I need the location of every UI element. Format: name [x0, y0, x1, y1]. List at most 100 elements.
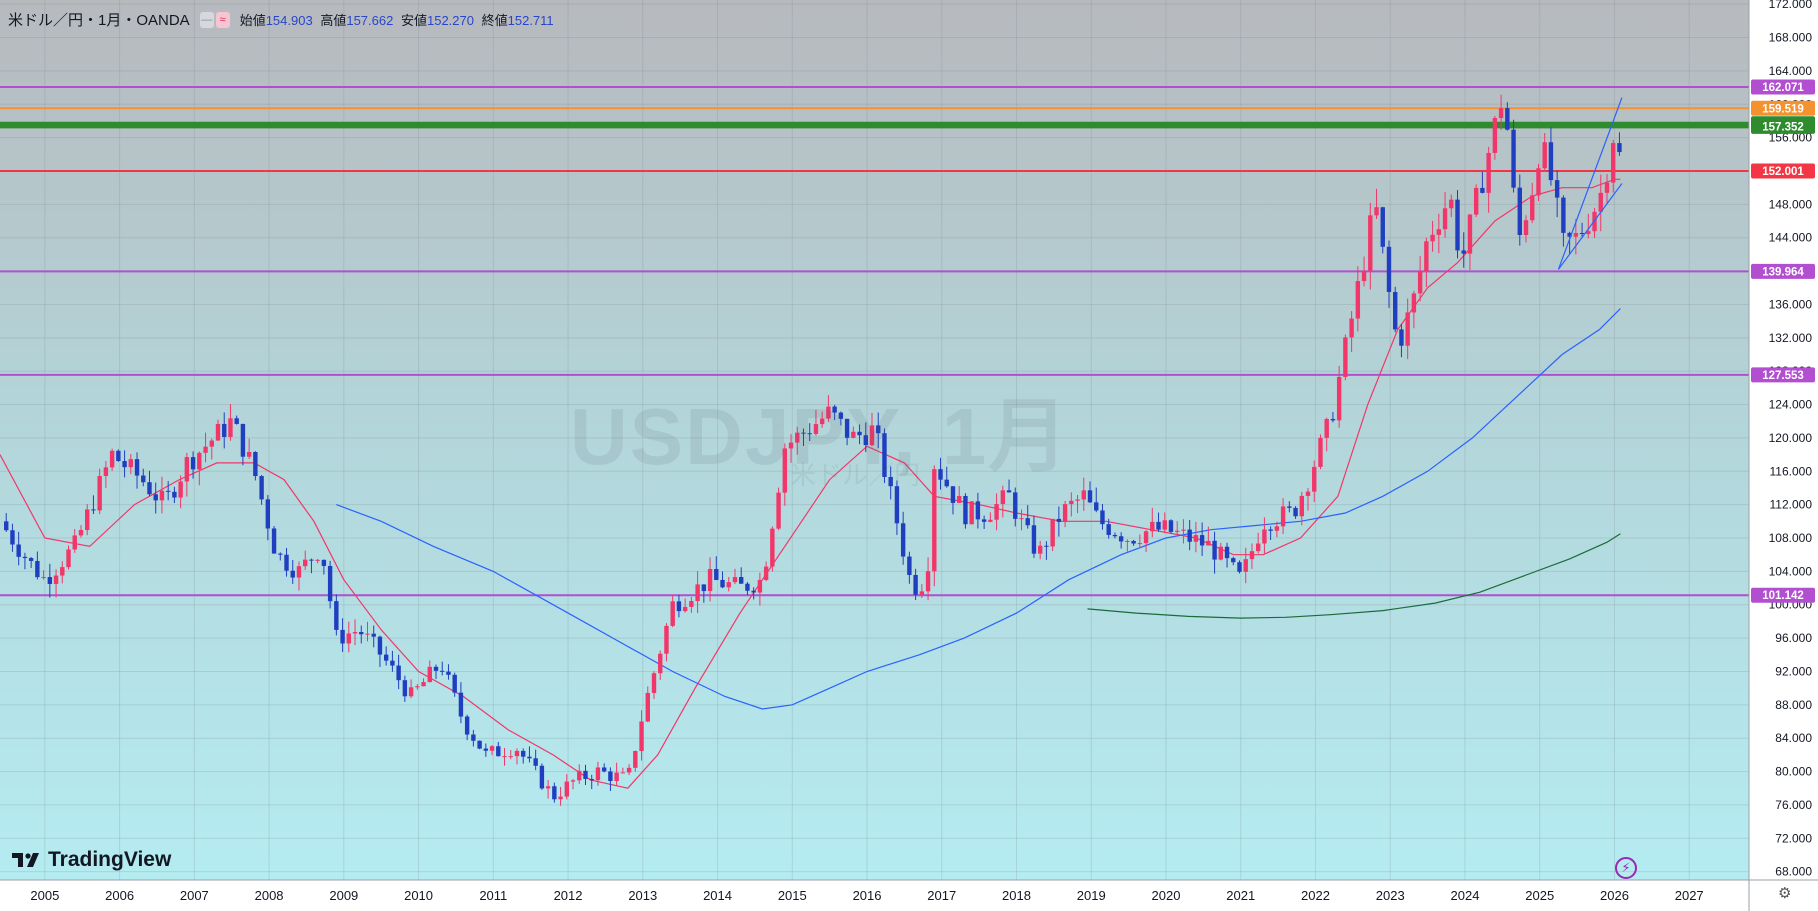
candle-body [1019, 518, 1024, 520]
level-tag-label: 157.352 [1762, 121, 1804, 133]
candle-body [583, 770, 588, 779]
candle-body [813, 424, 819, 434]
horizontal-levels[interactable] [0, 85, 1749, 597]
level-tag [1751, 367, 1815, 383]
candle-body [1343, 337, 1348, 377]
visibility-icon[interactable]: — [199, 11, 214, 28]
candle-body [402, 680, 408, 697]
candle-body [932, 469, 937, 572]
candle-body [994, 504, 999, 520]
candle-body [1168, 520, 1174, 532]
candle-body [396, 665, 401, 681]
candle-body [1087, 490, 1093, 503]
candle-body [626, 767, 632, 773]
trendline[interactable] [1557, 97, 1623, 270]
candle-body [284, 554, 289, 571]
candle-body [969, 501, 974, 525]
candle-body [1461, 250, 1466, 254]
candle-body [265, 499, 271, 529]
candle-body [757, 579, 763, 593]
candle-body [359, 631, 364, 635]
candle-body [1056, 518, 1062, 522]
candle-body [950, 486, 956, 503]
candle-body [340, 629, 345, 644]
candle-body [1156, 521, 1161, 530]
candle-body [1031, 525, 1037, 554]
candle-body [159, 490, 165, 501]
trendlines[interactable] [1557, 97, 1623, 270]
lightning-icon[interactable]: ⚡ [1615, 857, 1637, 879]
candle-body [1199, 535, 1205, 546]
price-tick-label: 92.000 [1775, 664, 1812, 678]
time-axis[interactable]: 2005 2006 2007 2008 2009 2010 2011 2012 2013 2014… [0, 879, 1818, 903]
candle-body [527, 756, 532, 759]
price-tick-label: 80.000 [1775, 765, 1812, 779]
symbol-title[interactable]: 米ドル／円・1月・OANDA [8, 12, 190, 29]
candle-body [1523, 220, 1529, 236]
candle-body [1573, 232, 1579, 237]
candle-body [215, 423, 221, 441]
price-tick-label: 108.000 [1769, 531, 1813, 545]
candle-body [1567, 232, 1572, 237]
candle-body [1548, 142, 1554, 181]
gear-icon[interactable]: ⚙ [1778, 885, 1792, 902]
candle-body [907, 556, 912, 575]
price-axis-background [1749, 0, 1818, 911]
candle-body [496, 746, 501, 757]
candle-body [47, 577, 53, 584]
candle-body [41, 577, 46, 579]
candle-body [28, 558, 34, 561]
candle-body [1349, 318, 1354, 338]
candle-body [1037, 545, 1043, 554]
time-tick-label: 2025 [1525, 888, 1554, 903]
candle-body [1318, 437, 1323, 467]
candle-body [1598, 192, 1603, 212]
candle-body [1542, 142, 1547, 169]
candle-body [751, 590, 756, 593]
time-tick-label: 2010 [404, 888, 433, 903]
legend-buttons[interactable]: — ≈ [199, 11, 230, 28]
candle-body [246, 452, 252, 457]
approx-icon[interactable]: ≈ [215, 11, 230, 28]
candle-body [458, 692, 464, 717]
candle-body [471, 734, 476, 741]
candle-body [16, 544, 21, 557]
trendline[interactable] [1557, 183, 1623, 270]
level-tag-label: 127.553 [1762, 370, 1804, 382]
candle-body [97, 475, 102, 511]
candle-body [60, 567, 65, 576]
candle-body [645, 692, 650, 722]
candle-body [1498, 108, 1504, 119]
candle-body [1393, 291, 1398, 330]
time-tick-label: 2016 [853, 888, 882, 903]
time-tick-label: 2005 [30, 888, 59, 903]
candle-body [109, 450, 115, 468]
candle-body [1380, 207, 1385, 247]
candle-body [726, 582, 731, 588]
candle-body [801, 432, 806, 434]
price-tick-label: 136.000 [1769, 297, 1813, 311]
tradingview-logo[interactable]: TradingView [12, 848, 171, 872]
candle-body [72, 535, 77, 550]
candle-body [309, 559, 314, 561]
candle-body [682, 606, 688, 612]
candle-body [670, 601, 675, 626]
time-tick-label: 2018 [1002, 888, 1031, 903]
low-label: 安値 [400, 13, 427, 28]
candle-body [1081, 490, 1086, 500]
candle-body [4, 521, 9, 531]
candle-body [1604, 182, 1610, 193]
level-price-tags: 162.071159.519157.658157.352152.001139.9… [1751, 79, 1815, 603]
candle-body [720, 579, 725, 588]
time-tick-label: 2012 [554, 888, 583, 903]
candle-body [838, 412, 844, 419]
level-tag [1751, 587, 1815, 603]
candle-body [1118, 536, 1124, 542]
time-tick-label: 2024 [1451, 888, 1480, 903]
candle-body [689, 601, 694, 607]
low-value: 152.270 [426, 13, 474, 28]
candle-body [639, 721, 644, 752]
candle-body [1361, 270, 1367, 282]
candle-body [819, 418, 825, 425]
